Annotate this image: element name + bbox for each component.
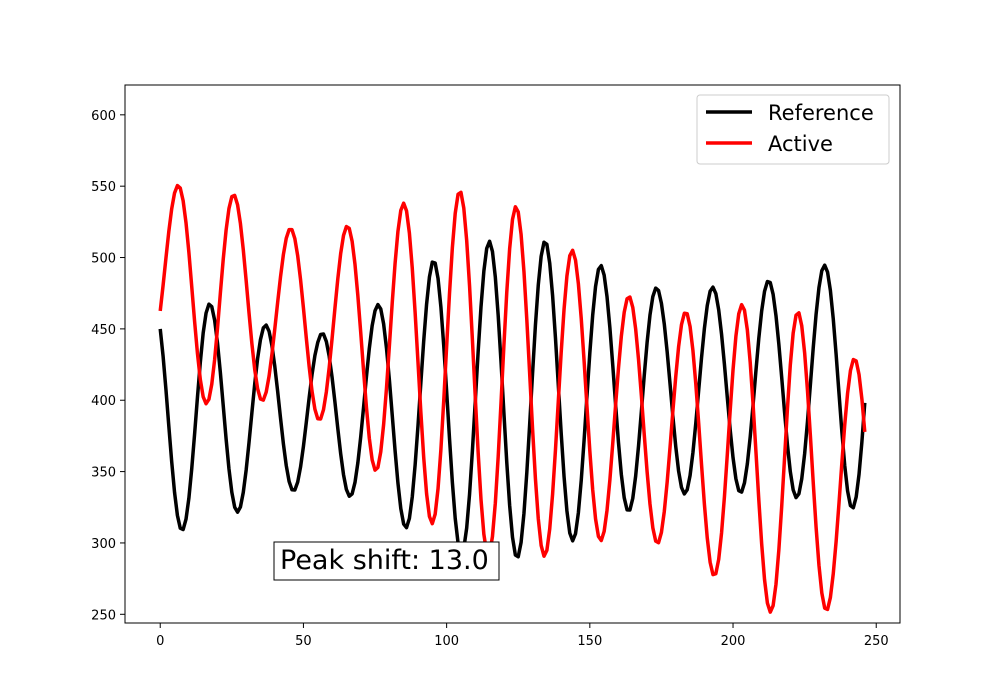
plot-frame (124, 84, 901, 624)
y-tick-label: 350 (91, 466, 116, 481)
x-tick-label: 200 (721, 634, 746, 649)
series-layer (158, 183, 867, 614)
series-line-reference (158, 239, 867, 559)
y-axis: 250 300 350 400 450 500 550 600 (91, 109, 125, 623)
y-tick-label: 300 (91, 537, 116, 552)
x-axis: 0 50 100 150 200 250 (156, 623, 889, 649)
legend-label-active: Active (768, 132, 833, 156)
x-tick-label: 250 (864, 634, 889, 649)
legend-label-reference: Reference (768, 101, 874, 125)
y-tick-label: 600 (91, 109, 116, 124)
annotation-box (273, 541, 500, 581)
y-tick-label: 400 (91, 394, 116, 409)
annotation: Peak shift: 13.0 (273, 541, 500, 581)
legend: Reference Active (696, 94, 890, 165)
x-tick-label: 150 (577, 634, 602, 649)
y-tick-label: 450 (91, 323, 116, 338)
annotation-text: Peak shift: 13.0 (280, 545, 489, 576)
y-tick-label: 250 (91, 608, 116, 623)
x-tick-label: 100 (434, 634, 459, 649)
x-tick-label: 50 (295, 634, 312, 649)
x-tick-label: 0 (156, 634, 164, 649)
series-line-active (158, 183, 867, 614)
y-tick-label: 500 (91, 252, 116, 267)
y-tick-label: 550 (91, 180, 116, 195)
